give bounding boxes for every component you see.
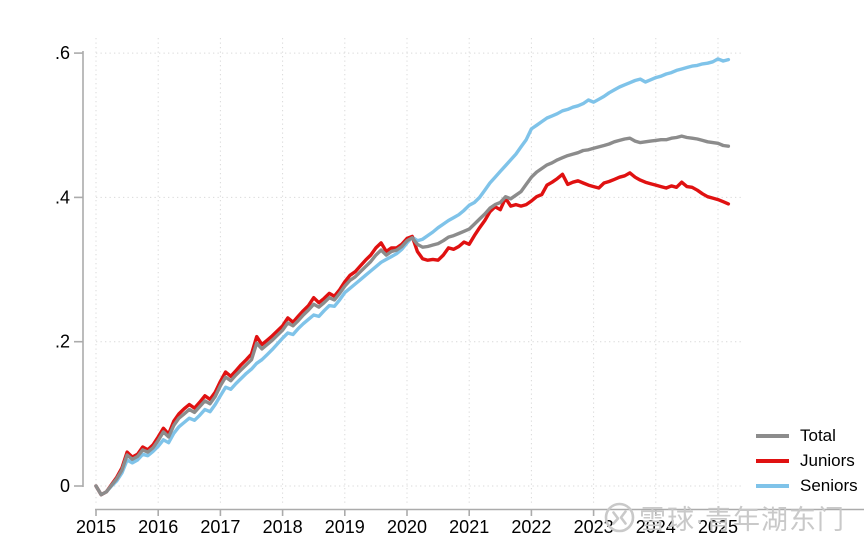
x-tick-label: 2018 xyxy=(263,517,303,537)
y-tick-label: .6 xyxy=(55,43,70,63)
y-tick-label: .2 xyxy=(55,332,70,352)
series-line-juniors xyxy=(94,171,731,497)
x-tick-label: 2022 xyxy=(511,517,551,537)
seniors-line-swatch xyxy=(756,483,789,488)
x-tick-label: 2017 xyxy=(200,517,240,537)
series-line-seniors xyxy=(94,57,731,497)
x-tick-label: 2024 xyxy=(636,517,676,537)
legend-label-total: Total xyxy=(800,426,836,445)
x-tick-label: 2023 xyxy=(574,517,614,537)
x-tick-label: 2016 xyxy=(138,517,178,537)
legend-item-juniors: Juniors xyxy=(756,452,858,469)
x-tick-label: 2020 xyxy=(387,517,427,537)
legend-item-total: Total xyxy=(756,427,858,444)
x-tick-label: 2025 xyxy=(698,517,738,537)
x-tick-label: 2021 xyxy=(449,517,489,537)
series-line-total xyxy=(94,134,731,497)
legend-label-juniors: Juniors xyxy=(800,451,855,470)
x-tick-label: 2019 xyxy=(325,517,365,537)
x-tick-label: 2015 xyxy=(76,517,116,537)
chart-legend: Total Juniors Seniors xyxy=(756,427,858,494)
total-line-swatch xyxy=(756,433,789,438)
legend-item-seniors: Seniors xyxy=(756,477,858,494)
legend-label-seniors: Seniors xyxy=(800,476,858,495)
juniors-line-swatch xyxy=(756,458,789,463)
y-tick-label: .4 xyxy=(55,187,70,207)
y-tick-label: 0 xyxy=(60,476,70,496)
